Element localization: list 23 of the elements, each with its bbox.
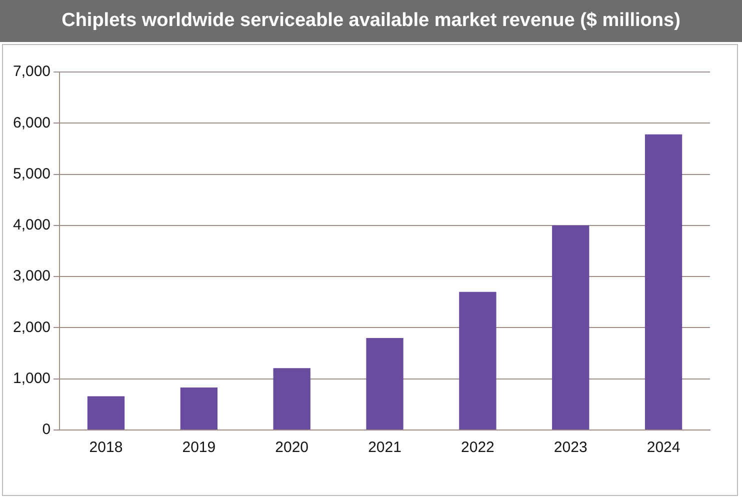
x-tick-label: 2021 [368, 439, 402, 456]
bar [273, 368, 310, 430]
y-tick-label: 5,000 [12, 165, 51, 182]
x-tick-label: 2022 [461, 439, 494, 456]
y-tick-label: 6,000 [12, 114, 51, 132]
y-tick-label: 3,000 [12, 268, 51, 285]
bar [552, 225, 590, 430]
x-tick-label: 2024 [646, 439, 680, 456]
x-tick-label: 2019 [182, 439, 216, 456]
bar [459, 292, 496, 430]
bar [644, 134, 682, 430]
chart-title: Chiplets worldwide serviceable available market revenue ($ millions) [0, 0, 742, 42]
y-tick-label: 2,000 [12, 318, 51, 336]
x-tick-label: 2020 [275, 439, 309, 456]
bar [87, 396, 125, 430]
y-tick-label: 7,000 [12, 63, 51, 80]
x-tick-label: 2018 [89, 439, 123, 456]
bar [180, 388, 218, 430]
y-tick-label: 1,000 [12, 370, 51, 387]
y-tick-label: 4,000 [12, 216, 51, 234]
x-tick-label: 2023 [554, 439, 588, 456]
y-tick-label: 0 [42, 421, 51, 438]
bar [366, 338, 404, 430]
